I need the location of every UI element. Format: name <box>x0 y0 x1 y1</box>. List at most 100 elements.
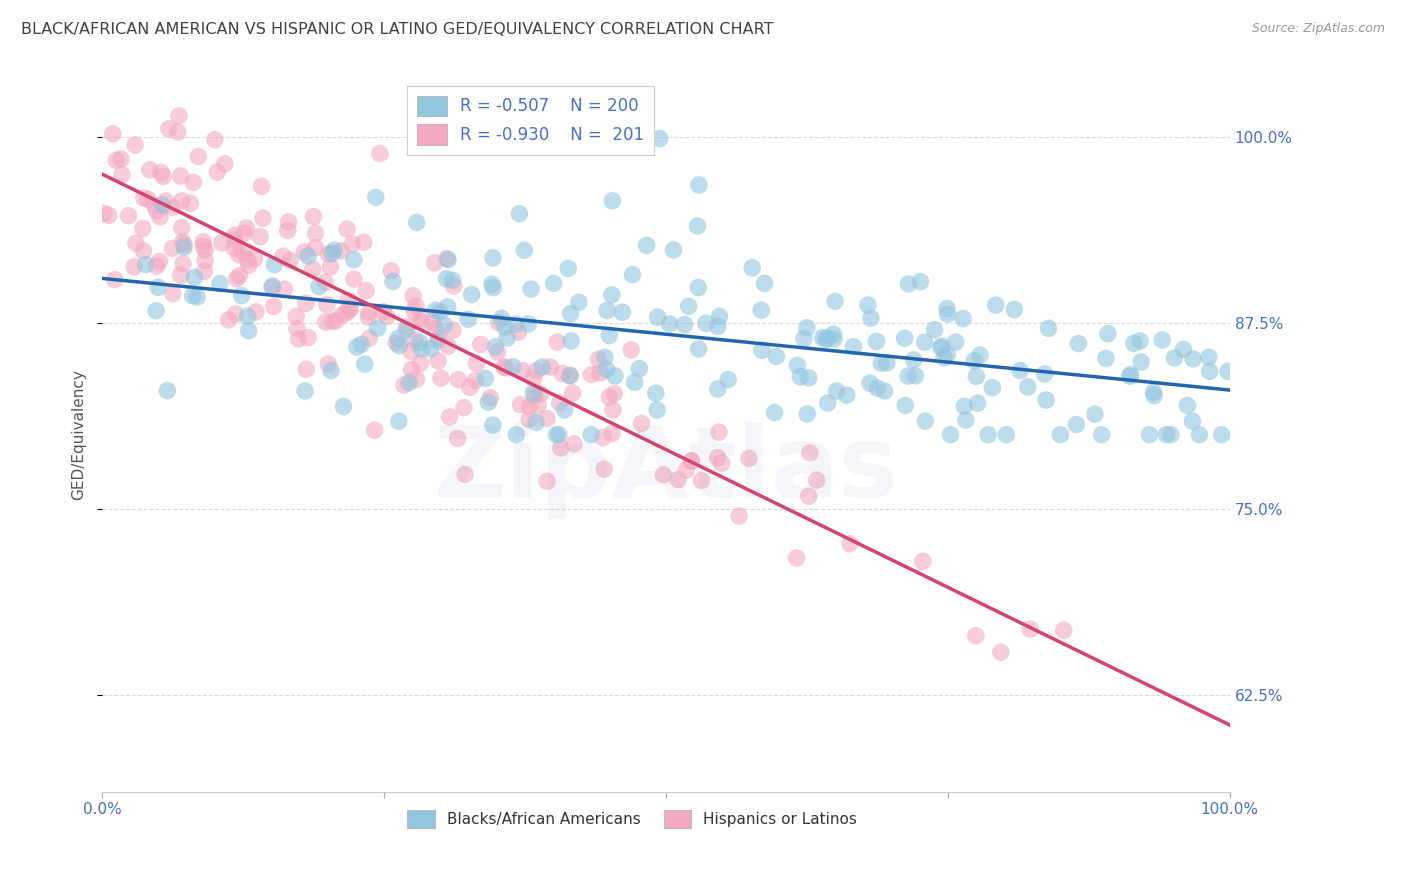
Point <box>162 201 184 215</box>
Point <box>797 371 820 385</box>
Point <box>519 400 541 414</box>
Point <box>526 364 548 378</box>
Point <box>596 303 619 318</box>
Point <box>512 364 534 378</box>
Point <box>588 352 610 367</box>
Point <box>1182 351 1205 366</box>
Point <box>531 359 554 374</box>
Point <box>1216 364 1239 378</box>
Point <box>292 245 315 260</box>
Point <box>232 245 254 260</box>
Point <box>238 258 260 272</box>
Point <box>155 194 177 208</box>
Point <box>224 241 246 255</box>
Point <box>623 376 645 390</box>
Point <box>404 333 426 347</box>
Point <box>1129 334 1152 348</box>
Point <box>271 249 294 263</box>
Point <box>914 414 936 428</box>
Point <box>367 321 389 335</box>
Point <box>181 176 204 190</box>
Point <box>1198 364 1220 378</box>
Point <box>301 262 323 277</box>
Point <box>628 361 651 376</box>
Point <box>173 240 195 254</box>
Point <box>603 368 626 383</box>
Point <box>187 150 209 164</box>
Point <box>838 537 860 551</box>
Point <box>598 390 620 404</box>
Point <box>817 331 839 345</box>
Point <box>105 153 128 168</box>
Point <box>110 152 132 166</box>
Point <box>429 305 451 319</box>
Point <box>277 223 299 237</box>
Point <box>965 629 987 643</box>
Point <box>183 270 205 285</box>
Point <box>218 313 240 327</box>
Point <box>359 331 381 345</box>
Point <box>385 335 408 350</box>
Point <box>436 252 458 266</box>
Point <box>538 359 561 374</box>
Legend: Blacks/African Americans, Hispanics or Latinos: Blacks/African Americans, Hispanics or L… <box>401 804 863 834</box>
Point <box>488 316 510 330</box>
Point <box>936 301 959 316</box>
Point <box>491 311 513 326</box>
Point <box>405 215 427 229</box>
Point <box>717 372 740 386</box>
Point <box>502 359 524 374</box>
Point <box>835 388 858 402</box>
Point <box>581 368 603 382</box>
Point <box>231 288 253 302</box>
Point <box>482 280 505 294</box>
Point <box>524 416 547 430</box>
Point <box>593 351 616 365</box>
Point <box>1152 333 1174 347</box>
Point <box>1035 392 1057 407</box>
Point <box>357 305 380 319</box>
Point <box>339 302 361 317</box>
Point <box>579 427 602 442</box>
Point <box>425 321 447 335</box>
Point <box>1211 427 1233 442</box>
Point <box>1122 336 1144 351</box>
Point <box>236 310 259 324</box>
Point <box>508 325 530 339</box>
Point <box>796 321 818 335</box>
Point <box>262 279 284 293</box>
Point <box>598 328 620 343</box>
Point <box>304 241 326 255</box>
Point <box>387 331 409 345</box>
Point <box>430 371 453 385</box>
Point <box>316 357 339 371</box>
Point <box>294 384 316 398</box>
Point <box>548 396 571 410</box>
Point <box>695 316 717 330</box>
Point <box>522 372 544 386</box>
Point <box>560 307 582 321</box>
Point <box>1017 380 1039 394</box>
Point <box>441 323 464 337</box>
Point <box>243 252 266 266</box>
Point <box>437 339 460 353</box>
Point <box>620 343 643 357</box>
Point <box>228 248 250 262</box>
Point <box>929 341 952 355</box>
Point <box>411 342 433 356</box>
Point <box>439 409 461 424</box>
Point <box>1198 350 1220 364</box>
Point <box>1139 427 1161 442</box>
Point <box>225 307 247 321</box>
Point <box>172 235 194 249</box>
Point <box>304 226 326 240</box>
Point <box>124 138 146 153</box>
Point <box>517 317 540 331</box>
Point <box>1097 326 1119 341</box>
Point <box>1010 363 1032 377</box>
Point <box>675 463 697 477</box>
Point <box>955 413 977 427</box>
Point <box>823 332 845 346</box>
Point <box>793 332 815 346</box>
Point <box>145 303 167 318</box>
